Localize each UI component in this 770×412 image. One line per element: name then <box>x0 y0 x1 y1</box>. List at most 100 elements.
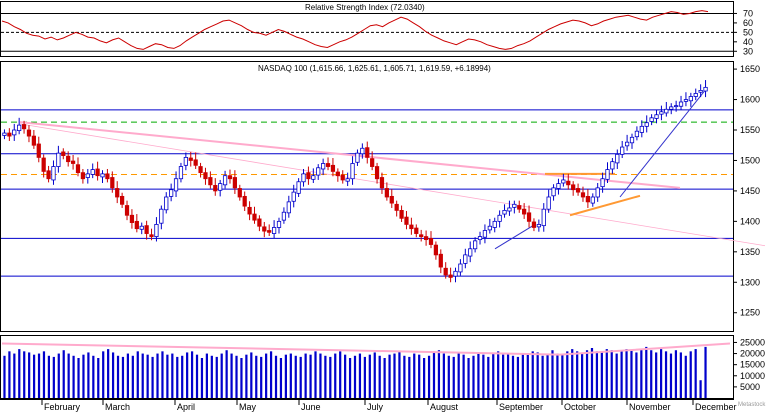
candle-body <box>291 191 296 202</box>
candle-body <box>423 236 429 241</box>
candle-body <box>507 207 512 212</box>
candle-body <box>80 172 86 180</box>
candle-body <box>389 195 394 204</box>
month-label: October <box>564 402 596 412</box>
month-label: July <box>367 402 384 412</box>
candle-body <box>325 163 331 167</box>
candle-body <box>193 159 198 166</box>
candle-body <box>301 173 306 183</box>
candle-body <box>468 248 473 257</box>
candle-body <box>370 158 375 167</box>
candle-body <box>649 117 654 122</box>
candle-body <box>271 227 277 234</box>
candle-body <box>683 99 689 102</box>
candle-body <box>355 152 360 163</box>
volume-tick-label: 15000 <box>740 360 765 370</box>
rsi-tick-label: 50 <box>743 27 753 37</box>
candle-body <box>7 132 12 137</box>
candle-body <box>659 111 664 115</box>
candle-body <box>276 220 282 228</box>
candle-body <box>242 195 247 207</box>
candle-body <box>492 220 497 228</box>
candle-body <box>463 254 468 264</box>
candle-body <box>247 206 252 215</box>
month-label: November <box>629 402 671 412</box>
candle-body <box>546 196 551 210</box>
candle-body <box>286 201 291 214</box>
candle-body <box>188 157 193 161</box>
candle-body <box>31 135 36 146</box>
candle-body <box>360 147 365 155</box>
rsi-tick-label: 30 <box>743 46 753 56</box>
month-label: June <box>301 402 321 412</box>
candle-body <box>21 124 27 130</box>
candle-body <box>473 240 478 250</box>
candle-body <box>399 209 404 219</box>
candle-body <box>321 163 326 170</box>
candle-body <box>620 146 625 155</box>
candle-body <box>213 185 218 192</box>
candle-body <box>335 171 340 177</box>
candle-body <box>624 141 630 147</box>
candle-body <box>585 195 590 203</box>
candle-body <box>379 177 385 189</box>
candle-body <box>267 230 272 233</box>
candle-body <box>26 129 32 137</box>
candle-body <box>120 195 125 205</box>
candle-body <box>169 189 174 197</box>
candle-body <box>477 236 483 241</box>
candle-body <box>409 224 414 230</box>
candle-body <box>90 169 95 175</box>
watermark: Metastock <box>738 402 766 408</box>
rsi-tick-label: 60 <box>743 18 753 28</box>
candle-body <box>365 147 370 158</box>
candle-body <box>590 196 595 204</box>
candle-body <box>159 208 164 224</box>
candle-body <box>124 205 130 216</box>
candle-body <box>571 184 576 191</box>
candle-body <box>56 152 61 167</box>
candle-body <box>654 114 659 119</box>
candle-body <box>75 164 81 174</box>
candle-body <box>536 224 541 228</box>
candle-body <box>438 253 443 268</box>
rsi-line <box>1 10 709 50</box>
candle-body <box>698 90 703 93</box>
candle-body <box>340 174 345 181</box>
candle-body <box>394 203 399 211</box>
candle-body <box>674 105 679 108</box>
x-axis: February March April May June July August Septe… <box>0 399 737 412</box>
rsi-title: Relative Strength Index (72.0340) <box>305 3 425 12</box>
candle-body <box>129 214 135 223</box>
candle-body <box>316 167 321 176</box>
price-tick-label: 1300 <box>740 277 760 287</box>
blue-uptrend-line <box>619 90 706 198</box>
price-tick-label: 1250 <box>740 308 760 318</box>
candle-body <box>36 143 41 158</box>
candle-body <box>580 192 586 198</box>
candle-body <box>448 274 453 278</box>
candle-body <box>208 177 213 186</box>
candle-body <box>487 225 492 231</box>
candle-body <box>556 183 561 189</box>
candle-body <box>330 164 336 172</box>
candle-body <box>384 188 389 198</box>
candle-body <box>41 157 46 172</box>
candle-body <box>541 208 546 227</box>
candle-body <box>374 166 380 180</box>
candle-body <box>517 205 522 210</box>
candle-body <box>100 173 105 178</box>
price-layer: 1650 1600 1550 1500 1450 1400 1350 1300 1250 <box>1 64 766 318</box>
candle-body <box>262 226 267 232</box>
price-title: NASDAQ 100 (1,615.66, 1,625.61, 1,605.71… <box>258 64 491 73</box>
candle-body <box>110 177 115 189</box>
candle-body <box>600 178 605 188</box>
candle-body <box>345 178 350 182</box>
candle-body <box>428 238 434 245</box>
candle-body <box>453 270 458 277</box>
pink-trendline-thin <box>19 123 766 247</box>
candle-body <box>164 196 169 211</box>
price-tick-label: 1500 <box>740 155 760 165</box>
candle-body <box>178 166 184 180</box>
candle-body <box>105 173 110 180</box>
